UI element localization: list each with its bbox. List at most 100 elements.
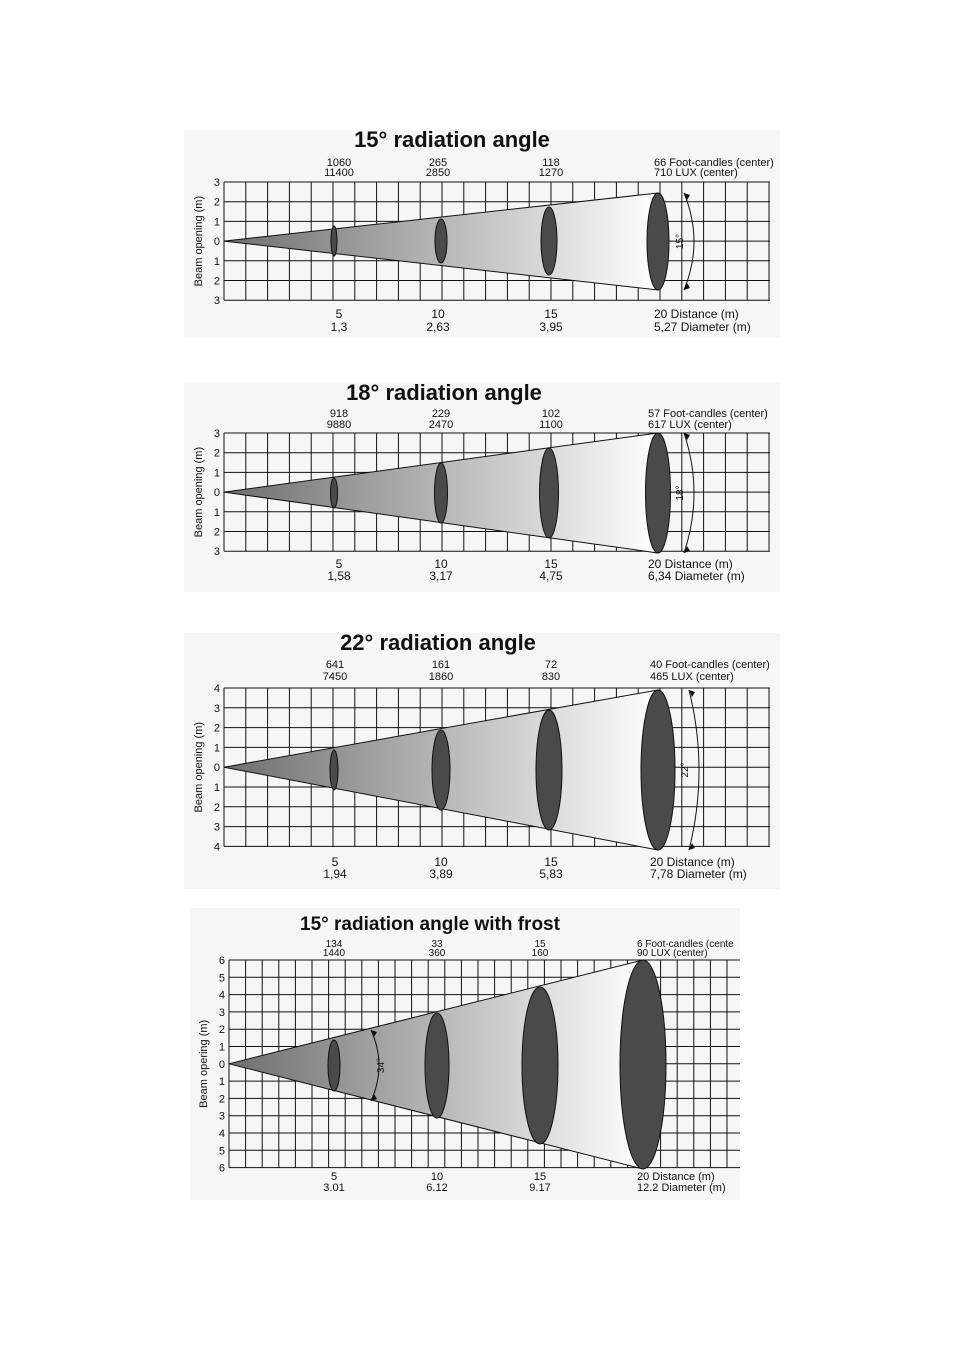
y-tick-label: 2 <box>214 802 220 814</box>
y-axis-label: Beam opening (m) <box>193 722 205 813</box>
y-tick-label: 3 <box>219 1111 225 1123</box>
lux-value: 710 LUX (center) <box>654 167 738 179</box>
y-tick-label: 1 <box>214 216 220 228</box>
distance-value: 15 <box>544 307 558 321</box>
diagram-title: 15° radiation angle with frost <box>300 914 561 935</box>
diameter-value: 1,94 <box>323 867 347 881</box>
y-tick-label: 2 <box>214 197 220 209</box>
angle-arrow-bottom <box>371 1094 377 1101</box>
diameter-value: 9.17 <box>529 1182 550 1194</box>
beam-section-4 <box>640 689 676 851</box>
footcandles-value: 102 <box>542 408 560 420</box>
y-tick-label: 1 <box>214 782 220 794</box>
beam-section-2 <box>434 462 448 524</box>
diameter-value: 4,75 <box>539 569 563 583</box>
diameter-value: 5,27 Diameter (m) <box>654 320 751 334</box>
y-tick-label: 3 <box>219 1007 225 1019</box>
y-tick-label: 4 <box>214 841 220 853</box>
y-tick-label: 6 <box>219 1163 225 1175</box>
y-tick-label: 2 <box>214 448 220 460</box>
y-tick-label: 0 <box>214 236 220 248</box>
beam-section-1 <box>330 477 338 509</box>
diameter-value: 3,89 <box>429 867 453 881</box>
beam-section-2 <box>434 218 448 264</box>
lux-value: 465 LUX (center) <box>650 671 734 683</box>
distance-value: 20 Distance (m) <box>654 307 739 321</box>
footcandles-value: 1060 <box>327 157 351 169</box>
y-tick-label: 5 <box>219 1145 225 1157</box>
lux-value: 617 LUX (center) <box>648 419 732 431</box>
y-tick-label: 2 <box>214 527 220 539</box>
angle-arrow-top <box>689 690 695 697</box>
y-tick-label: 4 <box>214 683 220 695</box>
distance-value: 5 <box>336 307 343 321</box>
y-tick-label: 1 <box>214 256 220 268</box>
footcandles-value: 57 Foot-candles (center) <box>648 408 768 420</box>
diameter-value: 5,83 <box>539 867 563 881</box>
y-axis-label: Beam opening (m) <box>193 196 205 287</box>
distance-value: 20 Distance (m) <box>648 557 733 571</box>
diagram-title: 15° radiation angle <box>354 127 550 152</box>
beam-angle-label: 22° <box>680 762 691 777</box>
lux-value: 90 LUX (center) <box>637 948 708 959</box>
diameter-value: 2,63 <box>426 320 450 334</box>
angle-arc <box>683 192 695 291</box>
lux-value: 1270 <box>539 167 563 179</box>
y-tick-label: 3 <box>214 703 220 715</box>
angle-arc <box>370 1029 380 1102</box>
diameter-value: 3.01 <box>323 1182 344 1194</box>
y-tick-label: 3 <box>214 822 220 834</box>
angle-arrow-top <box>684 433 690 440</box>
footcandles-value: 40 Foot-candles (center) <box>650 659 770 671</box>
y-tick-label: 3 <box>214 295 220 307</box>
footcandles-value: 161 <box>432 659 450 671</box>
footcandles-value: 15 <box>534 939 546 950</box>
diameter-value: 7,78 Diameter (m) <box>650 867 747 881</box>
beam-angle-label: 34° <box>376 1058 387 1073</box>
lux-value: 160 <box>532 948 549 959</box>
beam-section-4 <box>646 192 670 291</box>
lux-value: 9880 <box>327 419 351 431</box>
beam-section-2 <box>424 1012 450 1119</box>
diameter-value: 6.12 <box>426 1182 447 1194</box>
lux-value: 360 <box>429 948 446 959</box>
y-tick-label: 0 <box>214 762 220 774</box>
y-tick-label: 2 <box>214 276 220 288</box>
distance-value: 15 <box>544 855 558 869</box>
y-tick-label: 3 <box>214 177 220 189</box>
y-tick-label: 2 <box>219 1093 225 1105</box>
y-tick-label: 1 <box>219 1076 225 1088</box>
y-axis-label: Beam opering (m) <box>198 1020 210 1108</box>
lux-value: 1440 <box>323 948 346 959</box>
y-tick-label: 2 <box>214 723 220 735</box>
beam-section-3 <box>539 447 559 539</box>
angle-arrow-bottom <box>684 546 690 553</box>
lux-value: 830 <box>542 671 560 683</box>
footcandles-value: 72 <box>545 659 557 671</box>
distance-value: 15 <box>544 557 558 571</box>
y-tick-label: 4 <box>219 990 225 1002</box>
y-tick-label: 5 <box>219 972 225 984</box>
angle-arrow-bottom <box>684 283 690 290</box>
diagram-title: 18° radiation angle <box>346 380 542 405</box>
angle-arc <box>688 689 700 851</box>
y-tick-label: 2 <box>219 1024 225 1036</box>
y-tick-label: 4 <box>219 1128 225 1140</box>
lux-value: 2470 <box>429 419 453 431</box>
lux-value: 1860 <box>429 671 453 683</box>
y-tick-label: 0 <box>214 487 220 499</box>
lux-value: 2850 <box>426 167 450 179</box>
diameter-value: 1,58 <box>327 569 351 583</box>
beam-section-3 <box>540 206 558 276</box>
beam-section-1 <box>329 749 339 791</box>
distance-value: 5 <box>332 855 339 869</box>
distance-value: 10 <box>434 557 448 571</box>
diameter-value: 3,17 <box>429 569 453 583</box>
angle-arrow-bottom <box>689 843 695 850</box>
footcandles-value: 641 <box>326 659 344 671</box>
y-axis-label: Beam opening (m) <box>193 447 205 537</box>
y-tick-label: 1 <box>214 467 220 479</box>
beam-section-4 <box>645 432 671 554</box>
